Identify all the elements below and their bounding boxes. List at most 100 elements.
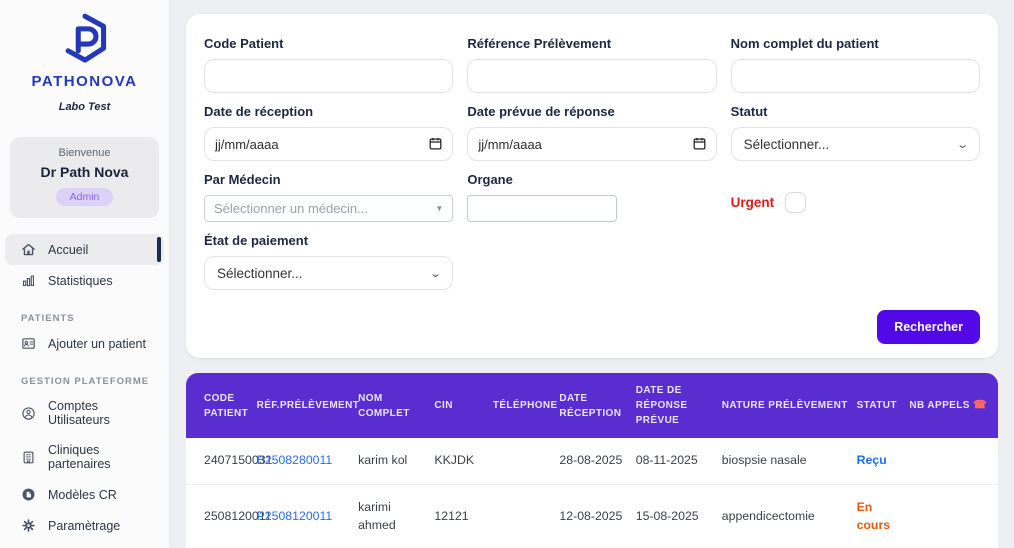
cell-date-reception: 12-08-2025	[555, 483, 632, 548]
organe-label: Organe	[467, 172, 513, 187]
field-code-patient: Code Patient	[204, 29, 454, 93]
nom-complet-input[interactable]	[730, 59, 980, 93]
field-etat-paiement: État de paiement Sélectionner... ⌄	[204, 226, 454, 290]
col-nature-prelevement: NATURE PRÉLÈVEMENT	[717, 373, 853, 438]
bar-chart-icon	[22, 275, 34, 287]
main-content: Code Patient Référence Prélèvement Nom c…	[170, 0, 1014, 548]
col-telephone: TÉLÉPHONE	[488, 373, 557, 438]
sidebar-item-label: Ajouter un patient	[48, 336, 146, 351]
col-nb-appels: NB APPELS ☎	[905, 373, 998, 438]
cell-cin: KKJDK	[430, 438, 489, 485]
field-date-reception: Date de réception	[204, 97, 454, 161]
statut-select-value: Sélectionner...	[743, 136, 830, 152]
search-filter-card: Code Patient Référence Prélèvement Nom c…	[186, 14, 998, 358]
chevron-down-icon: ⌄	[429, 267, 443, 280]
results-table-card: CODE PATIENT RÉF.PRÉLÈVEMENT NOM COMPLET…	[186, 373, 998, 548]
table-header-row: CODE PATIENT RÉF.PRÉLÈVEMENT NOM COMPLET…	[186, 373, 998, 438]
par-medecin-label: Par Médecin	[204, 172, 281, 187]
urgent-checkbox[interactable]	[785, 192, 807, 213]
col-ref-prelevement: RÉF.PRÉLÈVEMENT	[252, 373, 359, 438]
cell-code-patient: 2407150031	[186, 438, 272, 485]
cell-nature: appendicectomie	[717, 483, 853, 548]
active-indicator-bar	[157, 237, 161, 262]
sidebar-item-modeles-cr[interactable]: Modèles CR	[0, 479, 169, 510]
sidebar-item-label: Modèles CR	[48, 487, 117, 502]
id-card-icon	[22, 338, 35, 349]
field-urgent: Urgent	[731, 165, 980, 222]
code-patient-input[interactable]	[204, 59, 454, 93]
welcome-greeting: Bienvenue	[58, 147, 111, 159]
statut-select[interactable]: Sélectionner... ⌄	[730, 127, 980, 161]
cell-nom-complet: karimi ahmed	[354, 483, 431, 548]
table-row[interactable]: 2407150031 B2508280011 karim kol KKJDK 2…	[186, 438, 998, 485]
date-reponse-input[interactable]	[467, 127, 717, 161]
col-code-patient: CODE PATIENT	[186, 373, 253, 438]
chevron-down-icon: ⌄	[955, 138, 969, 151]
etat-paiement-select[interactable]: Sélectionner... ⌄	[204, 256, 454, 290]
sidebar-nav: Accueil Statistiques PATIENTS Ajouter un…	[0, 234, 169, 548]
ref-prelevement-label: Référence Prélèvement	[467, 36, 612, 51]
status-badge: Reçu	[856, 453, 887, 467]
sidebar: PATHONOVA Labo Test Bienvenue Dr Path No…	[0, 0, 170, 548]
cell-nature: biospsie nasale	[717, 438, 853, 485]
date-reception-label: Date de réception	[204, 104, 314, 119]
date-reception-input[interactable]	[204, 127, 454, 161]
cell-date-reponse: 08-11-2025	[631, 438, 718, 485]
field-par-medecin: Par Médecin Sélectionner un médecin... ▼	[204, 165, 454, 222]
sidebar-item-accueil[interactable]: Accueil	[5, 234, 164, 265]
organe-input[interactable]	[467, 195, 618, 222]
col-statut: STATUT	[852, 373, 906, 438]
cell-ref-prelevement: B2508280011	[252, 438, 355, 485]
ref-link[interactable]: B2508280011	[256, 453, 333, 467]
ref-prelevement-input[interactable]	[467, 59, 717, 93]
table-row[interactable]: 2508120011 P2508120011 karimi ahmed 1212…	[186, 483, 998, 548]
pathonova-hexagon-logo-icon	[65, 13, 106, 63]
sidebar-item-label: Statistiques	[48, 273, 113, 288]
cell-telephone	[488, 438, 556, 485]
sidebar-item-parametrage[interactable]: Paramètrage	[0, 510, 169, 541]
medecin-select[interactable]: Sélectionner un médecin... ▼	[204, 195, 454, 222]
cell-code-patient: 2508120011	[186, 483, 271, 548]
home-icon	[22, 243, 35, 256]
cell-telephone	[488, 483, 556, 548]
cell-nom-complet: karim kol	[354, 438, 431, 485]
nom-complet-label: Nom complet du patient	[730, 36, 879, 51]
results-table: CODE PATIENT RÉF.PRÉLÈVEMENT NOM COMPLET…	[186, 373, 998, 548]
statut-label: Statut	[730, 104, 768, 119]
medecin-select-placeholder: Sélectionner un médecin...	[214, 201, 368, 216]
cell-date-reponse: 15-08-2025	[631, 483, 718, 548]
cell-ref-prelevement: P2508120011	[252, 483, 355, 548]
urgent-label: Urgent	[730, 195, 775, 210]
brand-logo-block: PATHONOVA Labo Test	[0, 0, 169, 113]
col-cin: CIN	[430, 373, 489, 438]
sidebar-item-label: Accueil	[48, 242, 89, 257]
section-gestion-plateforme: GESTION PLATEFORME	[21, 376, 150, 387]
col-nom-complet: NOM COMPLET	[354, 373, 431, 438]
sidebar-item-label: Cliniques partenaires	[48, 443, 111, 471]
cell-statut: Reçu	[852, 438, 906, 485]
cell-nb-appels	[905, 438, 998, 485]
field-nom-complet: Nom complet du patient	[730, 29, 980, 93]
welcome-card: Bienvenue Dr Path Nova Admin	[10, 137, 159, 218]
field-ref-prelevement: Référence Prélèvement	[467, 29, 717, 93]
search-button[interactable]: Rechercher	[877, 310, 980, 344]
role-badge: Admin	[55, 188, 114, 206]
sidebar-item-comptes-utilisateurs[interactable]: Comptes Utilisateurs	[0, 391, 169, 435]
welcome-user-name: Dr Path Nova	[40, 164, 129, 180]
calendar-icon[interactable]	[692, 136, 707, 151]
section-patients: PATIENTS	[21, 313, 75, 324]
report-template-icon	[22, 488, 35, 501]
sidebar-item-statistiques[interactable]: Statistiques	[0, 265, 169, 296]
sidebar-item-cliniques-partenaires[interactable]: Cliniques partenaires	[0, 435, 169, 479]
user-circle-icon	[22, 406, 35, 420]
cell-statut: En cours	[852, 483, 906, 548]
field-date-reponse: Date prévue de réponse	[467, 97, 717, 161]
sidebar-item-label: Paramètrage	[48, 518, 121, 533]
status-badge: En cours	[856, 499, 891, 532]
sidebar-item-ajouter-patient[interactable]: Ajouter un patient	[0, 328, 169, 359]
calendar-icon[interactable]	[428, 136, 443, 151]
ref-link[interactable]: P2508120011	[256, 508, 333, 523]
brand-name: PATHONOVA	[31, 73, 138, 90]
phone-icon: ☎	[973, 399, 988, 412]
code-patient-label: Code Patient	[204, 36, 284, 51]
